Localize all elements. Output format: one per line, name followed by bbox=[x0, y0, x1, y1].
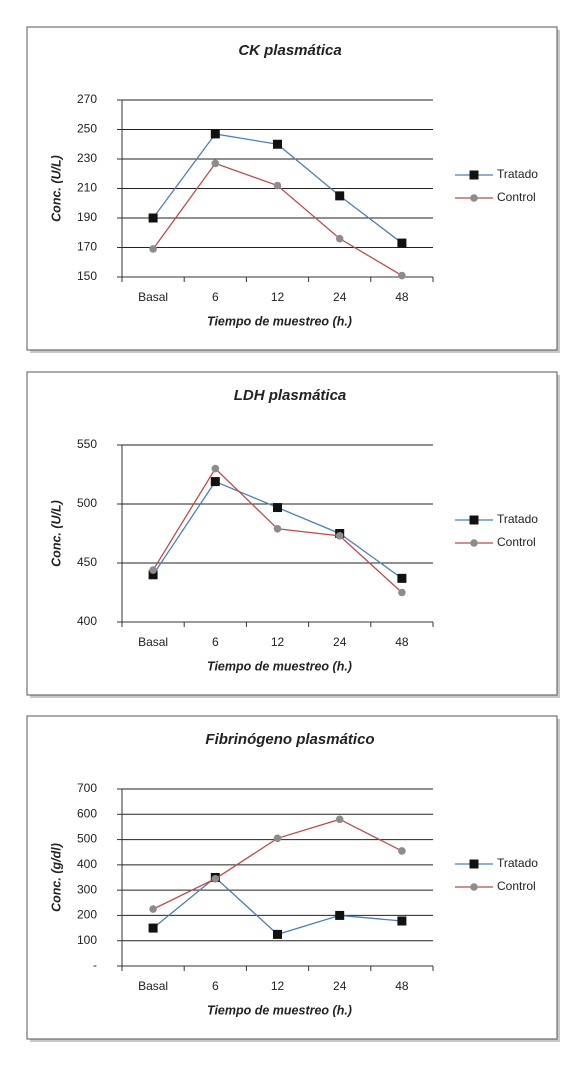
y-tick-label: 450 bbox=[77, 555, 97, 569]
x-tick-label: 48 bbox=[395, 290, 409, 304]
y-tick-label: 200 bbox=[77, 908, 97, 922]
x-tick-label: 48 bbox=[395, 635, 409, 649]
marker bbox=[273, 139, 282, 149]
marker bbox=[469, 859, 479, 869]
marker bbox=[273, 503, 282, 513]
legend-label: Control bbox=[497, 879, 536, 893]
y-tick-label: 500 bbox=[77, 832, 97, 846]
legend-label: Control bbox=[497, 190, 536, 204]
x-tick-label: 24 bbox=[333, 635, 347, 649]
legend-label: Tratado bbox=[497, 167, 538, 181]
x-tick-label: 6 bbox=[212, 290, 219, 304]
marker bbox=[335, 234, 344, 243]
chart-panel: CK plasmática 150 170 190 210 230 250 270 Basal 6… bbox=[26, 26, 560, 353]
marker bbox=[335, 910, 345, 920]
x-tick-label: 6 bbox=[212, 635, 219, 649]
marker bbox=[470, 194, 478, 202]
x-axis-title: Tiempo de muestreo (h.) bbox=[207, 659, 352, 673]
marker bbox=[397, 573, 407, 583]
y-tick-label: 300 bbox=[77, 882, 97, 896]
marker bbox=[470, 883, 478, 891]
marker bbox=[469, 170, 479, 180]
x-tick-label: Basal bbox=[138, 290, 168, 304]
panel bbox=[26, 371, 558, 696]
x-axis-title: Tiempo de muestreo (h.) bbox=[207, 314, 352, 328]
x-tick-label: 12 bbox=[271, 979, 285, 993]
x-tick-label: Basal bbox=[138, 979, 168, 993]
marker bbox=[211, 159, 220, 168]
marker bbox=[149, 905, 157, 913]
marker bbox=[470, 539, 478, 547]
marker bbox=[149, 566, 157, 574]
y-tick-label: 550 bbox=[77, 437, 97, 451]
y-tick-label: 700 bbox=[77, 781, 97, 795]
x-tick-label: 24 bbox=[333, 979, 347, 993]
marker bbox=[148, 570, 158, 580]
y-tick-label: 230 bbox=[77, 151, 97, 165]
x-tick-label: Basal bbox=[138, 635, 168, 649]
y-tick-label: 250 bbox=[77, 122, 97, 136]
marker bbox=[210, 477, 220, 487]
x-tick-label: 24 bbox=[333, 290, 347, 304]
y-axis-title: Conc. (U/L) bbox=[49, 500, 63, 567]
marker bbox=[273, 834, 282, 843]
x-tick-label: 6 bbox=[212, 979, 219, 993]
marker bbox=[211, 874, 220, 883]
marker bbox=[469, 515, 479, 525]
y-tick-label: 150 bbox=[77, 269, 97, 283]
marker bbox=[398, 271, 406, 280]
marker bbox=[148, 213, 158, 223]
y-axis-title: Conc. (U/L) bbox=[49, 155, 63, 222]
legend-label: Tratado bbox=[497, 512, 538, 526]
panel bbox=[26, 715, 558, 1040]
chart-title: Fibrinógeno plasmático bbox=[205, 731, 374, 748]
marker bbox=[211, 464, 220, 473]
y-tick-label: 400 bbox=[77, 614, 97, 628]
marker bbox=[335, 532, 344, 540]
marker bbox=[149, 245, 157, 253]
marker bbox=[397, 238, 407, 248]
marker bbox=[210, 129, 220, 139]
y-tick-label: 210 bbox=[77, 181, 97, 195]
marker bbox=[335, 815, 344, 824]
chart-panel: Fibrinógeno plasmático - 100 200 300 400 500 60… bbox=[26, 715, 560, 1042]
x-tick-label: 48 bbox=[395, 979, 409, 993]
y-tick-label: 170 bbox=[77, 240, 97, 254]
marker bbox=[273, 524, 282, 533]
chart-panel: LDH plasmática 400 450 500 550 Basal 6 12 24 48 Ti… bbox=[26, 371, 560, 698]
y-tick-label: 270 bbox=[77, 92, 97, 106]
marker bbox=[398, 847, 406, 855]
marker bbox=[273, 929, 282, 939]
y-tick-label: 100 bbox=[77, 933, 97, 947]
y-axis-title: Conc. (g/dl) bbox=[49, 843, 63, 912]
legend-label: Control bbox=[497, 535, 536, 549]
y-tick-label: 600 bbox=[77, 806, 97, 820]
y-tick-label: - bbox=[93, 958, 97, 972]
chart-title: LDH plasmática bbox=[234, 387, 347, 404]
y-tick-label: 190 bbox=[77, 210, 97, 224]
marker bbox=[397, 916, 407, 926]
marker bbox=[273, 181, 282, 190]
y-tick-label: 400 bbox=[77, 857, 97, 871]
marker bbox=[148, 923, 158, 933]
x-tick-label: 12 bbox=[271, 635, 285, 649]
legend-label: Tratado bbox=[497, 856, 538, 870]
x-axis-title: Tiempo de muestreo (h.) bbox=[207, 1003, 352, 1017]
chart-title: CK plasmática bbox=[238, 42, 341, 59]
marker bbox=[335, 191, 345, 201]
y-tick-label: 500 bbox=[77, 496, 97, 510]
marker bbox=[398, 588, 406, 597]
x-tick-label: 12 bbox=[271, 290, 285, 304]
